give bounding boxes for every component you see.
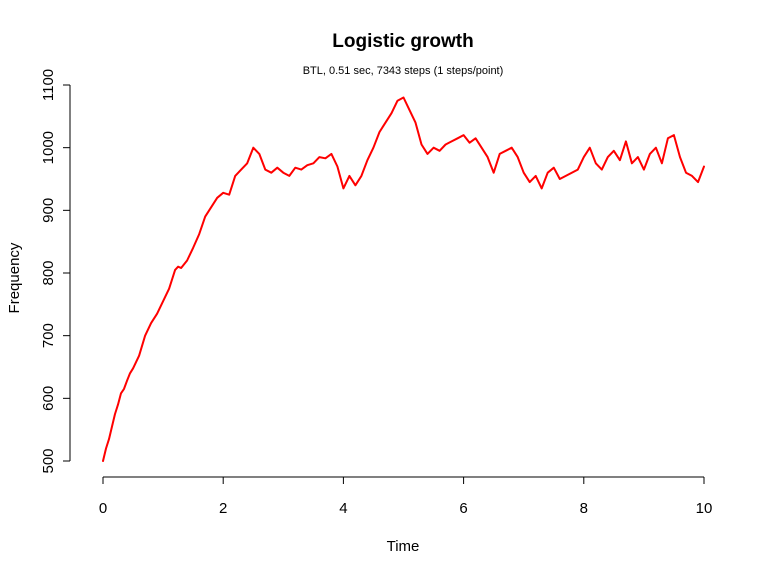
y-axis-label: Frequency	[6, 242, 23, 313]
y-tick-label: 700	[40, 323, 57, 348]
plot-area	[102, 96, 705, 462]
x-tick-label: 4	[339, 500, 347, 517]
series-line	[102, 96, 705, 462]
x-axis: 0 2 4 6 8 10	[99, 476, 713, 517]
y-tick-label: 500	[40, 448, 57, 473]
x-tick-label: 2	[219, 500, 227, 517]
x-tick-label: 8	[580, 500, 588, 517]
x-axis-label: Time	[387, 538, 420, 555]
chart-title: Logistic growth	[332, 31, 473, 52]
x-tick-label: 10	[696, 500, 713, 517]
y-tick-label: 800	[40, 260, 57, 285]
y-tick-label: 1100	[40, 69, 57, 101]
y-tick-label: 1000	[40, 131, 57, 164]
x-tick-label: 0	[99, 500, 107, 517]
y-tick-label: 600	[40, 386, 57, 411]
chart-subtitle: BTL, 0.51 sec, 7343 steps (1 steps/point…	[303, 65, 504, 77]
y-axis: 500 600 700 800 900 1000 1100	[40, 69, 71, 474]
y-tick-label: 900	[40, 198, 57, 223]
x-tick-label: 6	[459, 500, 467, 517]
